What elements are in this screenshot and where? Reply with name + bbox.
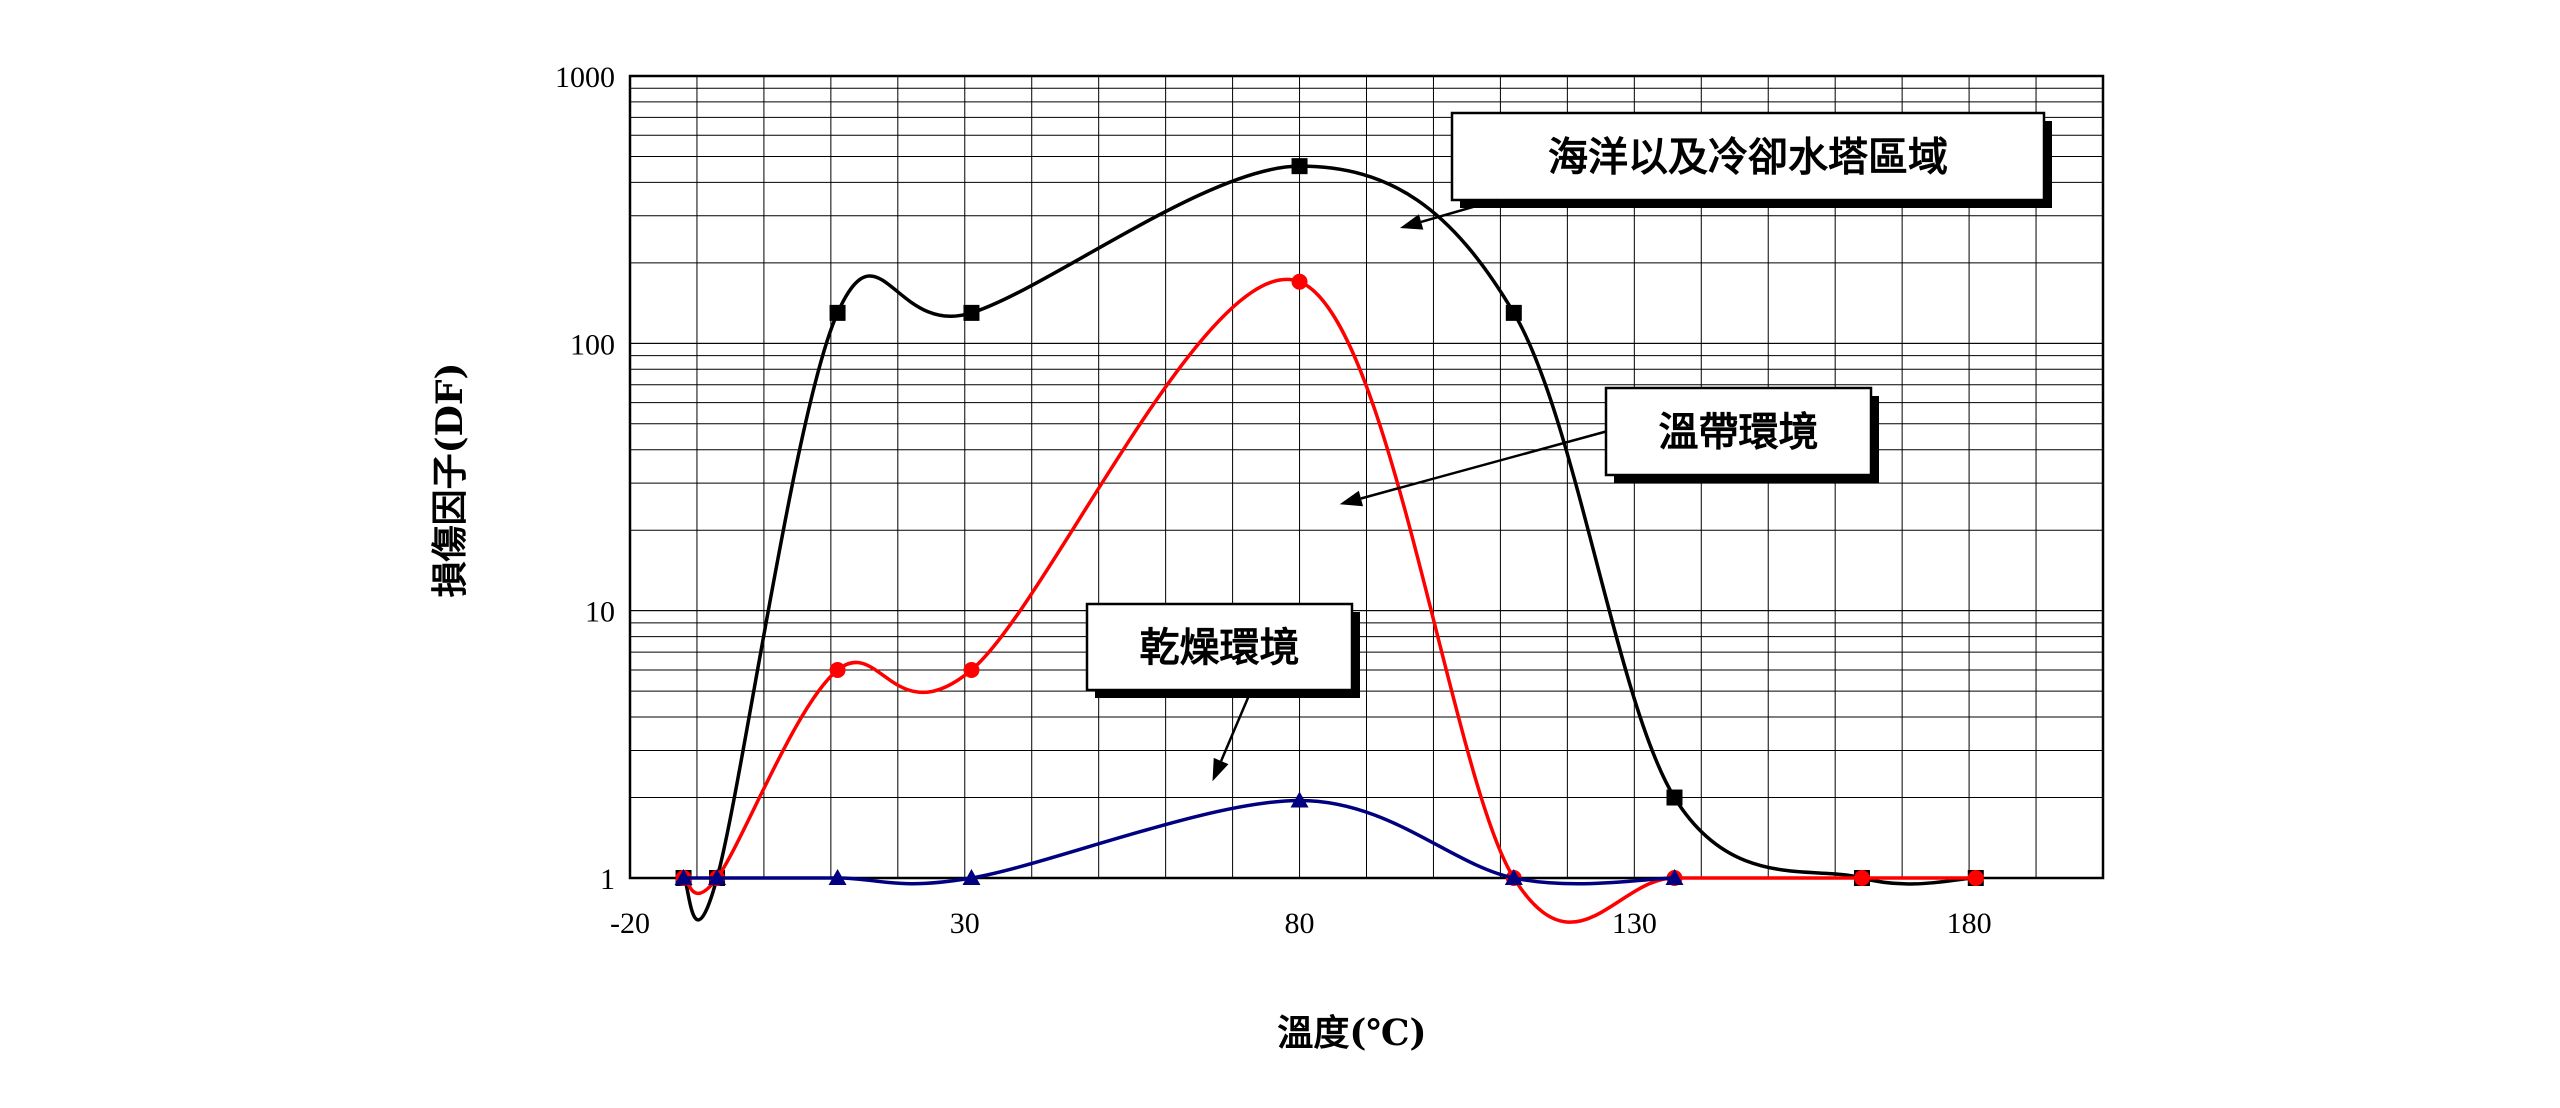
y-tick-label: 10 xyxy=(585,596,615,629)
x-tick-label: 80 xyxy=(1285,907,1315,940)
x-axis-title: 溫度(℃) xyxy=(1277,1012,1426,1054)
callout-box xyxy=(1085,602,1354,692)
callout-2: 溫帶環境 xyxy=(1339,386,1879,507)
x-tick-label: 130 xyxy=(1612,907,1657,940)
data-point-circle xyxy=(829,661,846,678)
series-2 xyxy=(675,273,1984,924)
callout-arrow-head xyxy=(1339,490,1364,507)
data-point-triangle xyxy=(1290,791,1309,808)
callout-arrow-head xyxy=(1399,214,1424,230)
data-point-square xyxy=(1505,304,1522,321)
x-tick-labels: -20 30 80 130 180 xyxy=(610,907,1992,940)
x-tick-label: 30 xyxy=(950,907,980,940)
series-line xyxy=(683,798,1675,886)
data-point-circle xyxy=(1853,870,1870,886)
data-point-square xyxy=(829,304,846,321)
callout-arrow-line xyxy=(1360,430,1607,500)
data-point-triangle xyxy=(674,869,693,885)
y-tick-label: 1 xyxy=(600,863,615,896)
series-line xyxy=(682,277,1976,924)
y-tick-label: 100 xyxy=(570,328,615,361)
y-axis-title: 損傷因子(DF) xyxy=(429,363,471,598)
series-3 xyxy=(674,791,1684,886)
callout-label: 乾燥環境 xyxy=(1140,624,1300,671)
data-point-triangle xyxy=(828,869,847,885)
data-point-circle xyxy=(1967,870,1984,886)
series xyxy=(674,158,1984,924)
data-point-circle xyxy=(1291,273,1308,290)
callout-label: 海洋以及冷卻水塔區域 xyxy=(1548,134,1948,181)
data-point-triangle xyxy=(962,869,981,885)
callout-1: 海洋以及冷卻水塔區域 xyxy=(1399,111,2052,230)
callout-box xyxy=(1450,111,2046,202)
y-tick-label: 1000 xyxy=(555,61,615,94)
x-tick-label: -20 xyxy=(610,907,650,940)
plot-frame xyxy=(628,74,2105,880)
y-tick-labels: 1 10 100 1000 xyxy=(555,61,615,896)
callout-3: 乾燥環境 xyxy=(1085,602,1360,782)
data-point-square xyxy=(963,304,980,321)
callout-arrow-head xyxy=(1212,757,1229,782)
data-point-square xyxy=(1666,789,1683,806)
data-point-triangle xyxy=(1665,869,1684,885)
callout-box xyxy=(1604,386,1873,477)
data-point-circle xyxy=(963,661,980,678)
data-point-triangle xyxy=(708,869,727,885)
callout-arrow-line xyxy=(1420,198,1498,224)
x-tick-label: 180 xyxy=(1947,907,1992,940)
callout-label: 溫帶環境 xyxy=(1659,409,1819,456)
data-point-square xyxy=(1291,158,1308,175)
series-1 xyxy=(675,158,1984,922)
data-point-triangle xyxy=(1504,869,1523,885)
series-line xyxy=(681,164,1976,922)
callout-arrow-line xyxy=(1219,689,1253,762)
